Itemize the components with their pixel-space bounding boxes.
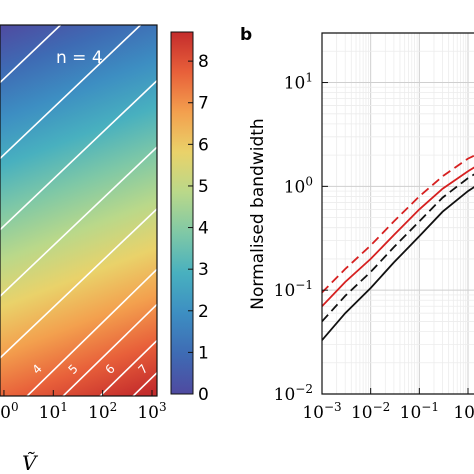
series-line-3 [322, 173, 474, 323]
colorbar-tick-label: 7 [198, 94, 209, 114]
heatmap-x-label: Ṽ [22, 451, 39, 474]
grid-lines [322, 33, 474, 394]
series-line-2 [322, 166, 474, 307]
panel-label-b: b [240, 25, 252, 45]
colorbar-tick-label: 0 [198, 385, 209, 405]
colorbar-scale [170, 31, 194, 395]
x-tick-label: 100 [453, 400, 474, 423]
annotation-n: n = 4 [56, 48, 103, 68]
colorbar-tick-label: 2 [198, 302, 209, 322]
heatmap-frame [0, 24, 158, 397]
series-line-1 [322, 154, 474, 294]
y-tick-label: 100 [284, 174, 313, 197]
y-tick-label: 10−2 [274, 382, 313, 405]
y-axis-label: Normalised bandwidth [248, 118, 268, 309]
colorbar-tick-label: 6 [198, 135, 209, 155]
heatmap-x-tick-label: 102 [88, 400, 117, 423]
series-lines [322, 154, 474, 341]
y-tick-label: 101 [284, 71, 313, 94]
contour-line [0, 79, 157, 231]
contour-lines [0, 25, 157, 396]
contour-line [0, 145, 157, 298]
series-line-4 [322, 186, 474, 341]
heatmap-field [0, 25, 157, 396]
contour-line-4 [25, 268, 157, 396]
heatmap-x-tick-label: 101 [39, 400, 68, 423]
colorbar-tick-label: 8 [198, 52, 209, 72]
x-tick-label: 10−3 [302, 400, 341, 423]
contour-line [0, 25, 142, 160]
y-tick-label: 10−1 [274, 278, 313, 301]
x-tick-label: 10−1 [400, 400, 439, 423]
colorbar-tick-label: 3 [198, 260, 209, 280]
line-y-axis: 10−2 10−1 100 101 [274, 71, 328, 405]
colorbar-tick-label: 5 [198, 177, 209, 197]
heatmap-x-axis: 100 101 102 103 [0, 390, 167, 423]
line-x-axis: 10−3 10−2 10−1 100 [302, 388, 474, 423]
x-tick-label: 10−2 [351, 400, 390, 423]
colorbar-tick-label: 4 [198, 219, 209, 239]
colorbar-ticks: 0 1 2 3 4 5 6 7 8 [188, 52, 209, 405]
line-panel-frame [321, 32, 474, 395]
heatmap-x-tick-label: 100 [0, 400, 19, 423]
contour-line-5 [61, 303, 157, 396]
colorbar: 0 1 2 3 4 5 6 7 8 [170, 31, 209, 405]
contour-line [0, 207, 157, 360]
heatmap-x-tick-label: 103 [137, 400, 166, 423]
colorbar-tick-label: 1 [198, 343, 209, 363]
